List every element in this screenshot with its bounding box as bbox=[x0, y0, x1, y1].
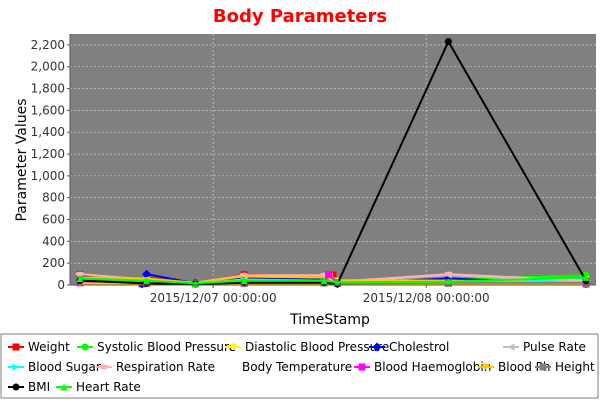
y-tick-label: 600 bbox=[42, 213, 65, 227]
legend-marker bbox=[539, 363, 547, 371]
y-tick-label: 800 bbox=[42, 191, 65, 205]
legend-marker bbox=[12, 343, 20, 351]
legend-label: Height bbox=[555, 360, 595, 374]
legend-label: Diastolic Blood Pressure bbox=[245, 340, 389, 354]
data-point bbox=[76, 274, 84, 282]
series-8 bbox=[79, 275, 587, 284]
legend-item: Systolic Blood Pressure bbox=[77, 340, 236, 354]
y-tick-label: 1,400 bbox=[31, 125, 65, 139]
y-tick-label: 0 bbox=[57, 278, 65, 292]
series-13 bbox=[76, 273, 590, 287]
series-line bbox=[79, 276, 587, 285]
y-tick-label: 1,600 bbox=[31, 103, 65, 117]
legend-box bbox=[0, 333, 599, 399]
data-point bbox=[325, 271, 333, 279]
legend-item: Cholestrol bbox=[369, 340, 449, 354]
legend-label: Pulse Rate bbox=[523, 340, 586, 354]
legend-item: BMI bbox=[8, 380, 50, 394]
data-point bbox=[320, 277, 328, 285]
legend-label: Weight bbox=[28, 340, 70, 354]
data-point bbox=[75, 271, 85, 277]
legend-marker bbox=[482, 363, 490, 371]
series-line bbox=[79, 40, 587, 285]
legend-item: Blood Sugar bbox=[8, 360, 101, 374]
legend-label: Systolic Blood Pressure bbox=[97, 340, 236, 354]
legend-item: Blood Haemoglobin bbox=[354, 360, 491, 374]
legend-label: Heart Rate bbox=[76, 380, 141, 394]
data-point bbox=[240, 277, 248, 285]
legend-label: Cholestrol bbox=[389, 340, 449, 354]
y-tick-label: 1,800 bbox=[31, 82, 65, 96]
x-axis: 2015/12/07 00:00:00 2015/12/08 00:00:00 bbox=[70, 284, 596, 305]
data-point bbox=[142, 269, 152, 279]
legend-marker bbox=[81, 343, 89, 351]
data-point bbox=[582, 273, 590, 281]
y-tick-label: 200 bbox=[42, 256, 65, 270]
legend-label: Blood Haemoglobin bbox=[374, 360, 491, 374]
legend-label: Blood Sugar bbox=[28, 360, 101, 374]
data-point bbox=[443, 271, 453, 277]
y-axis-label: Parameter Values bbox=[14, 98, 30, 221]
legend-item: Height bbox=[535, 360, 595, 374]
x-axis-label: TimeStamp bbox=[289, 312, 370, 328]
x-tick-label: 2015/12/07 00:00:00 bbox=[150, 291, 277, 305]
legend-marker bbox=[372, 342, 382, 352]
y-tick-label: 2,200 bbox=[31, 38, 65, 52]
y-axis: 0 200 400 600 800 1,000 1,200 1,400 1,600 1,800 2,… bbox=[31, 34, 71, 292]
y-tick-label: 1,000 bbox=[31, 169, 65, 183]
data-point bbox=[329, 271, 337, 279]
data-point bbox=[444, 278, 452, 286]
legend-marker bbox=[12, 383, 20, 391]
legend-label: Blood Ph bbox=[498, 360, 551, 374]
legend-marker bbox=[507, 343, 515, 351]
legend-label: Body Temperature bbox=[242, 360, 352, 374]
legend-item: Body Temperature bbox=[242, 360, 352, 374]
x-tick-label: 2015/12/08 00:00:00 bbox=[363, 291, 490, 305]
legend-item: Blood Ph bbox=[478, 360, 551, 374]
data-point bbox=[143, 277, 151, 285]
y-tick-label: 2,000 bbox=[31, 60, 65, 74]
chart-title: Body Parameters bbox=[213, 6, 387, 27]
legend-marker bbox=[358, 363, 366, 371]
plot-area bbox=[70, 34, 596, 285]
series-layer bbox=[75, 38, 591, 289]
legend-marker bbox=[12, 363, 20, 371]
y-tick-label: 1,200 bbox=[31, 147, 65, 161]
legend-item: Weight bbox=[8, 340, 70, 354]
legend-marker bbox=[60, 383, 68, 391]
y-tick-label: 400 bbox=[42, 234, 65, 248]
legend-marker bbox=[99, 364, 109, 370]
series-line bbox=[79, 275, 587, 284]
data-point bbox=[444, 38, 452, 46]
data-point bbox=[333, 278, 341, 286]
legend-item: Respiration Rate bbox=[96, 360, 215, 374]
legend: Weight Systolic Blood Pressure Diastolic B… bbox=[8, 340, 595, 394]
legend-label: BMI bbox=[28, 380, 50, 394]
legend-item: Pulse Rate bbox=[503, 340, 586, 354]
legend-item: Heart Rate bbox=[56, 380, 141, 394]
grid-lines bbox=[70, 34, 596, 286]
legend-marker bbox=[229, 343, 237, 351]
legend-label: Respiration Rate bbox=[116, 360, 215, 374]
legend-item: Diastolic Blood Pressure bbox=[225, 340, 389, 354]
